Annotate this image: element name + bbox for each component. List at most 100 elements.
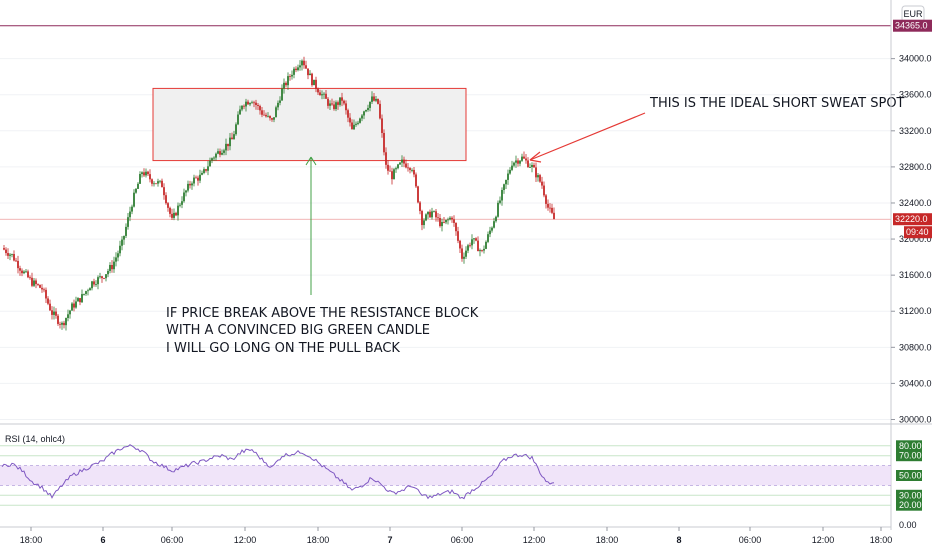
candle-body: [385, 152, 387, 165]
time-tick-label: 12:00: [523, 535, 546, 545]
candle-body: [123, 235, 125, 240]
price-axis[interactable]: 30000.0 30400.0 30800.0 31200.0 31600.0 32000…: [891, 54, 932, 425]
time-tick-label: 18:00: [596, 535, 619, 545]
candle-body: [161, 180, 163, 188]
candle-body: [51, 310, 53, 315]
price-levels: [0, 25, 891, 220]
candle-body: [337, 102, 339, 105]
candle-body: [299, 65, 301, 68]
candle-body: [535, 167, 537, 178]
candle-body: [363, 111, 365, 116]
candle-body: [255, 102, 257, 105]
candle-body: [83, 293, 85, 295]
rsi-axis-label: 0.00: [899, 520, 917, 530]
currency-label: EUR: [903, 9, 923, 19]
candle-body: [309, 73, 311, 76]
currency-badge[interactable]: EUR: [901, 5, 925, 23]
candle-body: [551, 207, 553, 213]
candle-body: [417, 186, 419, 203]
candle-body: [401, 159, 403, 163]
candle-body: [145, 171, 147, 176]
candle-body: [249, 103, 251, 105]
candle-body: [517, 160, 519, 164]
candle-body: [481, 250, 483, 251]
candle-body: [319, 92, 321, 96]
candle-body: [339, 97, 341, 105]
candle-body: [467, 245, 469, 251]
candle-body: [473, 238, 475, 240]
candle-body: [389, 170, 391, 172]
candle-body: [367, 107, 369, 110]
candle-body: [305, 65, 307, 69]
candle-body: [3, 248, 5, 250]
candle-body: [97, 277, 99, 285]
candle-body: [109, 264, 111, 271]
candle-body: [379, 103, 381, 119]
candle-body: [479, 250, 481, 252]
candle-body: [171, 213, 173, 218]
candle-body: [435, 211, 437, 218]
candle-body: [65, 318, 67, 326]
candle-body: [29, 277, 31, 279]
candle-body: [291, 74, 293, 77]
candle-body: [121, 239, 123, 246]
candle-body: [497, 202, 499, 217]
time-tick-label: 7: [387, 535, 392, 545]
rsi-label-box: [896, 440, 922, 452]
candle-body: [489, 230, 491, 235]
candle-body: [49, 303, 51, 311]
long-arrow-head: [305, 156, 317, 166]
candle-body: [93, 281, 95, 285]
rsi-title: RSI (14, ohlc4): [5, 434, 65, 444]
candle-body: [59, 323, 61, 325]
candle-body: [215, 153, 217, 158]
candle-body: [263, 114, 265, 116]
price-tick-label: 31200.0: [899, 306, 932, 316]
candle-body: [277, 102, 279, 108]
candle-body: [79, 298, 81, 303]
candle-body: [127, 217, 129, 227]
candle-body: [85, 291, 87, 294]
candle-body: [193, 177, 195, 184]
candle-body: [227, 143, 229, 147]
time-axis[interactable]: 18:00 6 06:00 12:00 18:00 7 06:00 12:00 18:00 8 06…: [20, 527, 893, 545]
candle-body: [157, 181, 159, 184]
candle-body: [5, 249, 7, 254]
rsi-label-box: [896, 499, 922, 511]
candle-body: [105, 274, 107, 279]
candle-body: [281, 88, 283, 101]
candle-body: [21, 270, 23, 274]
long-note-line-1: IF PRICE BREAK ABOVE THE RESISTANCE BLOC…: [166, 306, 479, 321]
candle-body: [425, 214, 427, 221]
candle-body: [47, 298, 49, 304]
candle-body: [163, 187, 165, 196]
candle-body: [427, 211, 429, 215]
candle-body: [359, 118, 361, 123]
rsi-label-box: [896, 470, 922, 481]
candle-body: [271, 118, 273, 120]
candle-body: [199, 174, 201, 181]
time-tick-label: 06:00: [451, 535, 474, 545]
candle-body: [491, 227, 493, 231]
candle-body: [353, 124, 355, 130]
candle-body: [347, 110, 349, 118]
candle-body: [175, 212, 177, 216]
candle-body: [329, 103, 331, 106]
candle-body: [91, 281, 93, 289]
candle-body: [409, 168, 411, 171]
candle-body: [15, 260, 17, 262]
candle-body: [285, 82, 287, 86]
price-tick-label: 32400.0: [899, 198, 932, 208]
candle-body: [147, 171, 149, 175]
candle-body: [115, 257, 117, 262]
short-note: THIS IS THE IDEAL SHORT SWEAT SPOT: [649, 96, 905, 111]
candle-body: [207, 166, 209, 171]
candle-body: [541, 181, 543, 186]
candle-body: [345, 103, 347, 111]
candle-body: [169, 207, 171, 214]
candle-body: [321, 94, 323, 96]
candle-body: [395, 168, 397, 170]
price-tick-label: 33200.0: [899, 126, 932, 136]
candle-body: [185, 190, 187, 193]
